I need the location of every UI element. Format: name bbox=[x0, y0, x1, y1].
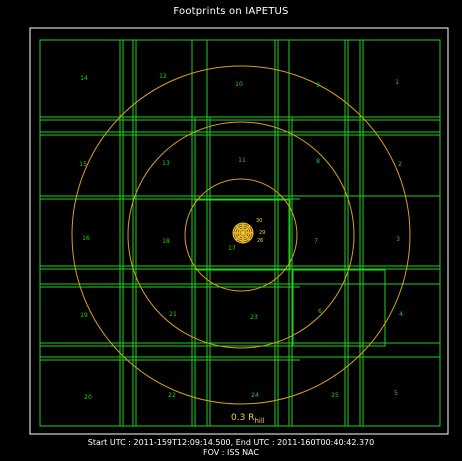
footprint-label: 19 bbox=[80, 312, 88, 319]
time-range-text: Start UTC : 2011-159T12:09:14.500, End U… bbox=[87, 438, 375, 447]
moon-label: 26 bbox=[257, 238, 263, 244]
footprint-label: 22 bbox=[168, 392, 176, 399]
footprint-label: 12 bbox=[159, 73, 167, 80]
hill-label-main: 0.3 R bbox=[231, 413, 254, 423]
footprint-outline bbox=[39, 39, 441, 427]
hill-radius-label: 0.3 Rhill bbox=[231, 413, 265, 425]
footprint-box bbox=[194, 199, 291, 271]
footprint-label: 21 bbox=[169, 311, 177, 318]
footprint-label: 23 bbox=[250, 314, 258, 321]
footprint-label: 7 bbox=[314, 238, 318, 245]
moon-line bbox=[235, 225, 251, 241]
moon-labels: 30 29 26 bbox=[256, 218, 265, 244]
footprint-label: 25 bbox=[331, 392, 339, 399]
footprint-label: 8 bbox=[316, 158, 320, 165]
hill-circle-outer bbox=[71, 65, 411, 405]
footprint-label: 15 bbox=[79, 161, 87, 168]
footprint-label: 3 bbox=[396, 236, 400, 243]
footprint-box bbox=[292, 269, 386, 347]
footprint-label: 6 bbox=[318, 308, 322, 315]
footprint-labels: 14 12 10 9 1 15 13 11 8 2 16 18 17 7 3 1… bbox=[79, 73, 403, 401]
footprint-label: 9 bbox=[316, 82, 320, 89]
footprint-label: 11 bbox=[238, 157, 246, 164]
hill-circle-middle bbox=[127, 121, 355, 349]
footprint-label: 14 bbox=[80, 75, 88, 82]
footprint-label: 24 bbox=[251, 392, 259, 399]
footprint-label: 1 bbox=[395, 79, 399, 86]
footprint-label: 2 bbox=[398, 161, 402, 168]
footprint-label: 5 bbox=[394, 390, 398, 397]
moon-iapetus bbox=[232, 222, 254, 244]
footprint-label: 10 bbox=[235, 81, 243, 88]
hill-circle-inner bbox=[184, 178, 298, 292]
plot-title: Footprints on IAPETUS bbox=[173, 6, 289, 17]
footprint-label: 16 bbox=[82, 235, 90, 242]
footprint-label: 18 bbox=[162, 238, 170, 245]
footprint-label: 20 bbox=[84, 394, 92, 401]
footprint-label: 17 bbox=[228, 245, 236, 252]
plot-frame bbox=[29, 27, 449, 435]
moon-label: 29 bbox=[259, 230, 265, 236]
footprint-label: 4 bbox=[399, 311, 403, 318]
hill-label-sub: hill bbox=[254, 417, 264, 425]
hill-circles bbox=[71, 65, 411, 405]
footprint-label: 13 bbox=[162, 160, 170, 167]
moon-label: 30 bbox=[256, 218, 262, 224]
fov-text: FOV : ISS NAC bbox=[203, 448, 259, 457]
